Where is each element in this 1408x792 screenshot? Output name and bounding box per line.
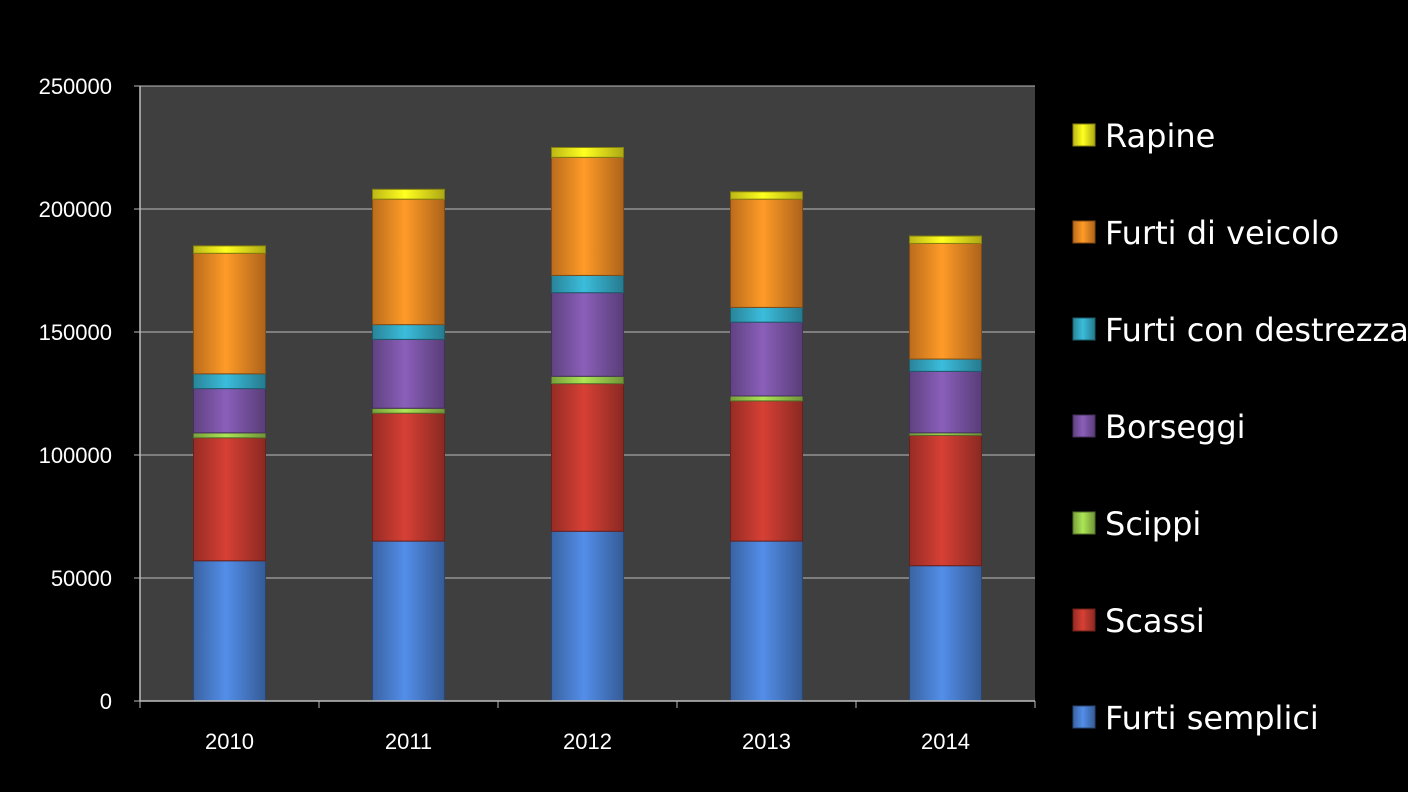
x-tick-label: 2011	[385, 729, 432, 754]
legend-label: Furti di veicolo	[1105, 214, 1339, 252]
legend-swatch	[1072, 414, 1096, 438]
y-tick-label: 150000	[39, 320, 112, 345]
y-tick-label: 250000	[39, 74, 112, 99]
x-tick-label: 2010	[205, 729, 254, 754]
bar-segment	[730, 321, 803, 397]
bar-segment	[551, 375, 624, 385]
bar-segment	[372, 338, 445, 409]
bar-segment	[551, 383, 624, 532]
bar-segment	[193, 252, 266, 375]
legend: Rapine Furti di veicolo Furti con destrezz…	[1072, 117, 1408, 737]
axes: 0 50000 100000 150000 200000 250000 2010 2011 20…	[39, 74, 1036, 754]
bar-segment	[909, 434, 982, 567]
legend-swatch	[1072, 123, 1096, 147]
x-tick-label: 2013	[742, 729, 791, 754]
y-tick-label: 200000	[39, 197, 112, 222]
bar-segment	[193, 432, 266, 439]
bar-segment	[730, 306, 803, 323]
x-tick-label: 2014	[921, 729, 970, 754]
bar-segment	[372, 540, 445, 702]
bar-segment	[193, 373, 266, 390]
legend-label: Rapine	[1105, 117, 1215, 155]
bar-segment	[372, 198, 445, 326]
bar-segment	[551, 156, 624, 276]
bar-segment	[193, 560, 266, 702]
y-tick-label: 50000	[51, 566, 112, 591]
legend-swatch	[1072, 317, 1096, 341]
bar-segment	[551, 147, 624, 158]
y-tick-label: 0	[100, 689, 112, 714]
legend-swatch	[1072, 608, 1096, 632]
legend-label: Scippi	[1105, 505, 1201, 543]
bar-segment	[909, 358, 982, 372]
bar-segment	[730, 395, 803, 402]
legend-swatch	[1072, 705, 1096, 729]
legend-swatch	[1072, 220, 1096, 244]
bar-segment	[551, 274, 624, 294]
bar-segment	[909, 370, 982, 434]
bar-segment	[551, 530, 624, 702]
bar-segment	[551, 292, 624, 377]
legend-label: Scassi	[1105, 602, 1205, 640]
bar-segment	[193, 437, 266, 562]
bars	[193, 147, 982, 702]
bar-segment	[730, 400, 803, 542]
bar-segment	[730, 191, 803, 200]
bar-segment	[372, 407, 445, 414]
legend-label: Furti semplici	[1105, 699, 1319, 737]
bar-segment	[372, 188, 445, 200]
x-tick-label: 2012	[563, 729, 612, 754]
bar-segment	[372, 324, 445, 340]
bar-segment	[193, 245, 266, 254]
legend-label: Borseggi	[1105, 408, 1246, 446]
bar-segment	[909, 235, 982, 244]
bar-segment	[909, 565, 982, 702]
bar-segment	[730, 198, 803, 308]
legend-label: Furti con destrezza	[1105, 311, 1408, 349]
bar-segment	[372, 412, 445, 542]
bar-segment	[193, 388, 266, 434]
legend-swatch	[1072, 511, 1096, 535]
bar-segment	[730, 540, 803, 702]
y-tick-label: 100000	[39, 443, 112, 468]
bar-segment	[909, 242, 982, 360]
